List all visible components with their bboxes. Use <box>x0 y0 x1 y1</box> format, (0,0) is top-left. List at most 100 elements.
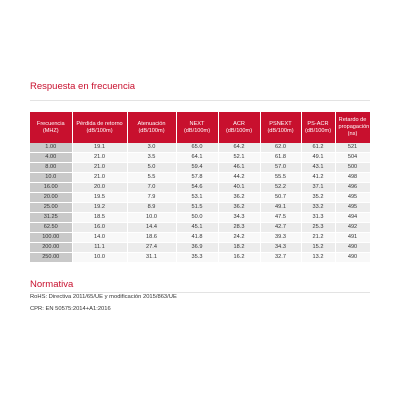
table-cell: 57.8 <box>176 172 219 183</box>
table-cell: 46.1 <box>218 162 261 173</box>
table-cell: 8.9 <box>127 202 177 213</box>
table-cell: 495 <box>335 202 371 213</box>
table-cell: 5.5 <box>127 172 177 183</box>
table-cell: 19.2 <box>72 202 128 213</box>
divider <box>30 100 370 101</box>
table-cell: 19.5 <box>72 192 128 203</box>
norm-line: CPR: EN 50575:2014+A1:2016 <box>30 306 111 312</box>
table-cell: 8.00 <box>30 162 73 173</box>
table-cell: 28.3 <box>218 222 261 233</box>
table-cell: 65.0 <box>176 143 219 153</box>
table-row: 8.00 21.0 5.0 59.4 46.1 57.0 43.1 500 <box>30 162 371 173</box>
table-cell: 53.1 <box>176 192 219 203</box>
table-cell: 13.2 <box>301 252 336 263</box>
table-cell: 31.1 <box>127 252 177 263</box>
table-cell: 20.00 <box>30 192 73 203</box>
header-cell: Atenuación (dB/100m) <box>127 112 177 143</box>
table-cell: 36.2 <box>218 202 261 213</box>
table-row: 250.00 10.0 31.1 35.3 16.2 32.7 13.2 490 <box>30 252 371 263</box>
table-cell: 490 <box>335 242 371 253</box>
table-cell: 27.4 <box>127 242 177 253</box>
table-cell: 21.0 <box>72 162 128 173</box>
table-cell: 61.2 <box>301 143 336 153</box>
table-cell: 31.3 <box>301 212 336 223</box>
table-cell: 21.2 <box>301 232 336 243</box>
table-cell: 61.8 <box>260 152 302 163</box>
table-cell: 25.00 <box>30 202 73 213</box>
table-cell: 16.0 <box>72 222 128 233</box>
table-cell: 500 <box>335 162 371 173</box>
table-cell: 52.2 <box>260 182 302 193</box>
table-cell: 62.0 <box>260 143 302 153</box>
table-cell: 495 <box>335 192 371 203</box>
table-cell: 50.0 <box>176 212 219 223</box>
table-cell: 16.2 <box>218 252 261 263</box>
table-cell: 3.5 <box>127 152 177 163</box>
table-cell: 40.1 <box>218 182 261 193</box>
header-cell: ACR (dB/100m) <box>218 112 261 143</box>
table-cell: 34.3 <box>218 212 261 223</box>
table-cell: 494 <box>335 212 371 223</box>
table-cell: 39.3 <box>260 232 302 243</box>
table-cell: 5.0 <box>127 162 177 173</box>
table-row: 10.0 21.0 5.5 57.8 44.2 55.5 41.2 498 <box>30 172 371 183</box>
table-row: 4.00 21.0 3.5 64.1 52.1 61.8 49.1 504 <box>30 152 371 163</box>
table-row: 31.25 18.5 10.0 50.0 34.3 47.5 31.3 494 <box>30 212 371 223</box>
table-cell: 15.2 <box>301 242 336 253</box>
table-cell: 490 <box>335 252 371 263</box>
table-cell: 11.1 <box>72 242 128 253</box>
table-cell: 36.2 <box>218 192 261 203</box>
table-cell: 64.1 <box>176 152 219 163</box>
table-cell: 24.2 <box>218 232 261 243</box>
table-row: 200.00 11.1 27.4 36.9 18.2 34.3 15.2 490 <box>30 242 371 253</box>
table-cell: 504 <box>335 152 371 163</box>
table-cell: 51.5 <box>176 202 219 213</box>
header-cell: NEXT (dB/100m) <box>176 112 219 143</box>
table-cell: 10.0 <box>72 252 128 263</box>
table-body: 1.00 19.1 3.0 65.0 64.2 62.0 61.2 521 4.00 21.0 3.… <box>30 143 371 263</box>
header-cell: Pérdida de retorno (dB/100m) <box>72 112 128 143</box>
table-cell: 1.00 <box>30 143 73 153</box>
table-cell: 44.2 <box>218 172 261 183</box>
table-cell: 21.0 <box>72 172 128 183</box>
norm-line: RoHS: Directiva 2011/65/UE y modificació… <box>30 294 177 300</box>
table-cell: 496 <box>335 182 371 193</box>
table-cell: 18.5 <box>72 212 128 223</box>
table-cell: 43.1 <box>301 162 336 173</box>
table-cell: 33.2 <box>301 202 336 213</box>
table-cell: 42.7 <box>260 222 302 233</box>
header-cell: PS-ACR (dB/100m) <box>301 112 336 143</box>
section-title: Normativa <box>30 279 74 290</box>
table-cell: 14.4 <box>127 222 177 233</box>
table-cell: 32.7 <box>260 252 302 263</box>
table-cell: 3.0 <box>127 143 177 153</box>
table-cell: 41.2 <box>301 172 336 183</box>
table-cell: 18.6 <box>127 232 177 243</box>
table-cell: 52.1 <box>218 152 261 163</box>
divider <box>30 292 370 293</box>
table-cell: 491 <box>335 232 371 243</box>
table-cell: 7.9 <box>127 192 177 203</box>
table-cell: 50.7 <box>260 192 302 203</box>
table-cell: 49.1 <box>260 202 302 213</box>
table-cell: 57.0 <box>260 162 302 173</box>
table-cell: 100.00 <box>30 232 73 243</box>
table-cell: 7.0 <box>127 182 177 193</box>
header-cell: PSNEXT (dB/100m) <box>260 112 302 143</box>
table-cell: 35.3 <box>176 252 219 263</box>
table-cell: 37.1 <box>301 182 336 193</box>
table-cell: 18.2 <box>218 242 261 253</box>
table-cell: 49.1 <box>301 152 336 163</box>
table-cell: 54.6 <box>176 182 219 193</box>
table-cell: 4.00 <box>30 152 73 163</box>
table-cell: 62.50 <box>30 222 73 233</box>
table-cell: 10.0 <box>30 172 73 183</box>
table-cell: 25.3 <box>301 222 336 233</box>
spec-table: Frecuencia (MHZ) Pérdida de retorno (dB/1… <box>30 112 371 263</box>
table-row: 62.50 16.0 14.4 45.1 28.3 42.7 25.3 492 <box>30 222 371 233</box>
table-cell: 31.25 <box>30 212 73 223</box>
table-cell: 59.4 <box>176 162 219 173</box>
table-row: 25.00 19.2 8.9 51.5 36.2 49.1 33.2 495 <box>30 202 371 213</box>
table-cell: 64.2 <box>218 143 261 153</box>
